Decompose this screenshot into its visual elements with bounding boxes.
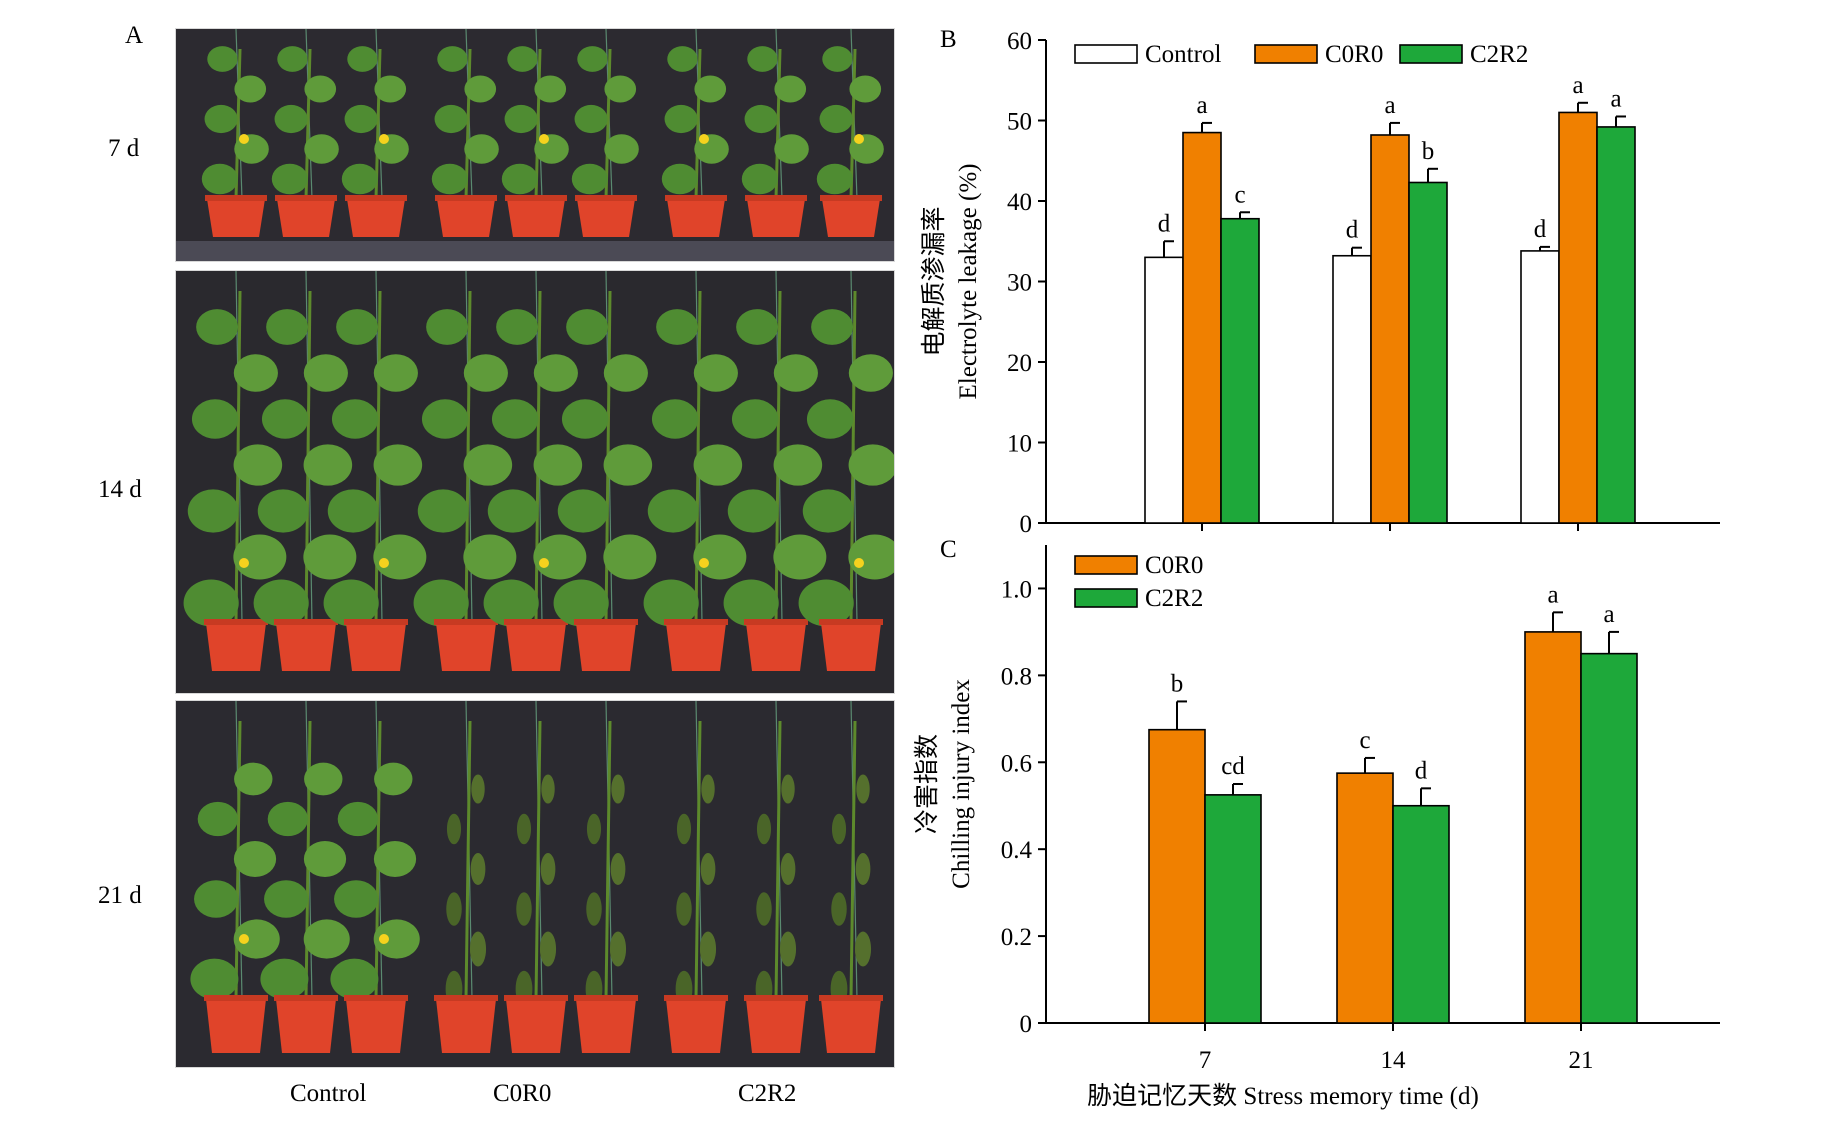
bar-control-14 (1332, 254, 1372, 524)
bar-c2r2-7 (1220, 217, 1260, 524)
y-label-cn-b: 电解质渗漏率 (920, 206, 948, 356)
group-label-c0r0: C0R0 (493, 1080, 552, 1107)
significance-letter: c (1359, 727, 1370, 754)
y-tick-label: 0.4 (1001, 837, 1033, 864)
plant-photo-21d (175, 700, 895, 1068)
legend-label-c2r2: C2R2 (1470, 41, 1528, 68)
row-label-14d: 14 d (98, 476, 142, 503)
legend-swatch-c0r0 (1254, 44, 1318, 64)
y-tick-label: 1.0 (1001, 576, 1032, 603)
legend-swatch-c2r2 (1074, 588, 1138, 608)
y-tick-label: 0.8 (1001, 663, 1032, 690)
significance-letter: c (1234, 181, 1245, 208)
significance-letter: a (1603, 601, 1614, 628)
y-tick-label: 10 (1007, 431, 1032, 458)
y-tick-label: 30 (1007, 270, 1032, 297)
x-tick-label: 14 (1381, 1047, 1407, 1074)
panel-label-c: C (940, 536, 957, 563)
bar-c2r2-7 (1204, 794, 1262, 1024)
plant-photo-7d (175, 28, 895, 262)
legend-swatch-c2r2 (1399, 44, 1463, 64)
y-label-en-c: Chilling injury index (948, 679, 975, 889)
bar-c2r2-14 (1408, 181, 1448, 524)
bar-c0r0-7 (1148, 728, 1206, 1024)
bar-c0r0-14 (1370, 134, 1410, 524)
group-label-control: Control (290, 1080, 367, 1107)
y-label-cn-c: 冷害指数 (913, 734, 941, 834)
panel-label-b: B (940, 26, 957, 53)
significance-letter: d (1346, 217, 1359, 244)
bar-control-21 (1520, 250, 1560, 524)
significance-letter: d (1158, 210, 1171, 237)
y-tick-label: 0.6 (1001, 750, 1032, 777)
y-tick-label: 40 (1007, 189, 1032, 216)
bar-c2r2-21 (1580, 652, 1638, 1024)
significance-letter: cd (1221, 753, 1245, 780)
y-tick-label: 50 (1007, 109, 1032, 136)
y-tick-label: 0 (1020, 511, 1033, 538)
bar-c0r0-14 (1336, 772, 1394, 1024)
bar-c0r0-21 (1524, 631, 1582, 1024)
y-tick-label: 0.2 (1001, 924, 1032, 951)
significance-letter: b (1171, 670, 1184, 697)
significance-letter: b (1422, 138, 1435, 165)
row-label-21d: 21 d (98, 882, 142, 909)
bar-c0r0-7 (1182, 131, 1222, 524)
legend-label-c0r0: C0R0 (1145, 552, 1203, 579)
legend-label-c2r2: C2R2 (1145, 585, 1203, 612)
row-label-7d: 7 d (108, 135, 140, 162)
significance-letter: a (1610, 85, 1621, 112)
y-label-en-b: Electrolyte leakage (%) (955, 164, 982, 400)
plant-photo-14d (175, 270, 895, 694)
legend-label-c0r0: C0R0 (1325, 41, 1383, 68)
significance-letter: a (1384, 92, 1395, 119)
x-tick-label: 21 (1569, 1047, 1594, 1074)
y-tick-label: 0 (1020, 1011, 1033, 1038)
panel-a-label: A (125, 22, 144, 49)
group-label-c2r2: C2R2 (738, 1080, 797, 1107)
y-tick-label: 20 (1007, 350, 1032, 377)
significance-letter: a (1572, 72, 1583, 99)
x-tick-label: 7 (1199, 1047, 1212, 1074)
chart-c: C 0 0.2 0.4 0.6 0.8 1.0 7 14 21 b c a cd d a 冷害指数 Chillin… (913, 536, 1720, 1110)
significance-letter: d (1534, 216, 1547, 243)
bar-control-7 (1144, 256, 1184, 524)
bar-c2r2-21 (1596, 126, 1636, 524)
significance-letter: a (1196, 92, 1207, 119)
x-axis-label: 胁迫记忆天数 Stress memory time (d) (1087, 1082, 1479, 1110)
significance-letter: d (1415, 757, 1428, 784)
legend-swatch-c0r0 (1074, 555, 1138, 575)
legend-swatch-control (1074, 44, 1138, 64)
y-tick-label: 60 (1007, 28, 1032, 55)
panel-a: A 7 d 14 d 21 d Control C0R0 C2R2 (0, 0, 920, 1138)
significance-letter: a (1547, 581, 1558, 608)
bar-c2r2-14 (1392, 804, 1450, 1024)
bar-c0r0-21 (1558, 111, 1598, 524)
legend-label-control: Control (1145, 41, 1221, 68)
